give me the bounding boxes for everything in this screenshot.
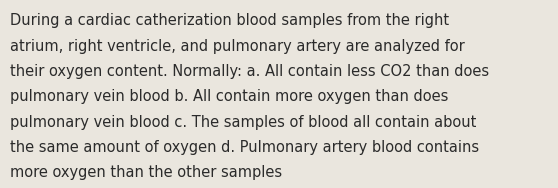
Text: pulmonary vein blood c. The samples of blood all contain about: pulmonary vein blood c. The samples of b…: [10, 115, 477, 130]
Text: pulmonary vein blood b. All contain more oxygen than does: pulmonary vein blood b. All contain more…: [10, 89, 449, 104]
Text: the same amount of oxygen d. Pulmonary artery blood contains: the same amount of oxygen d. Pulmonary a…: [10, 140, 479, 155]
Text: their oxygen content. Normally: a. All contain less CO2 than does: their oxygen content. Normally: a. All c…: [10, 64, 489, 79]
Text: During a cardiac catherization blood samples from the right: During a cardiac catherization blood sam…: [10, 13, 449, 28]
Text: atrium, right ventricle, and pulmonary artery are analyzed for: atrium, right ventricle, and pulmonary a…: [10, 39, 465, 54]
Text: more oxygen than the other samples: more oxygen than the other samples: [10, 165, 282, 180]
